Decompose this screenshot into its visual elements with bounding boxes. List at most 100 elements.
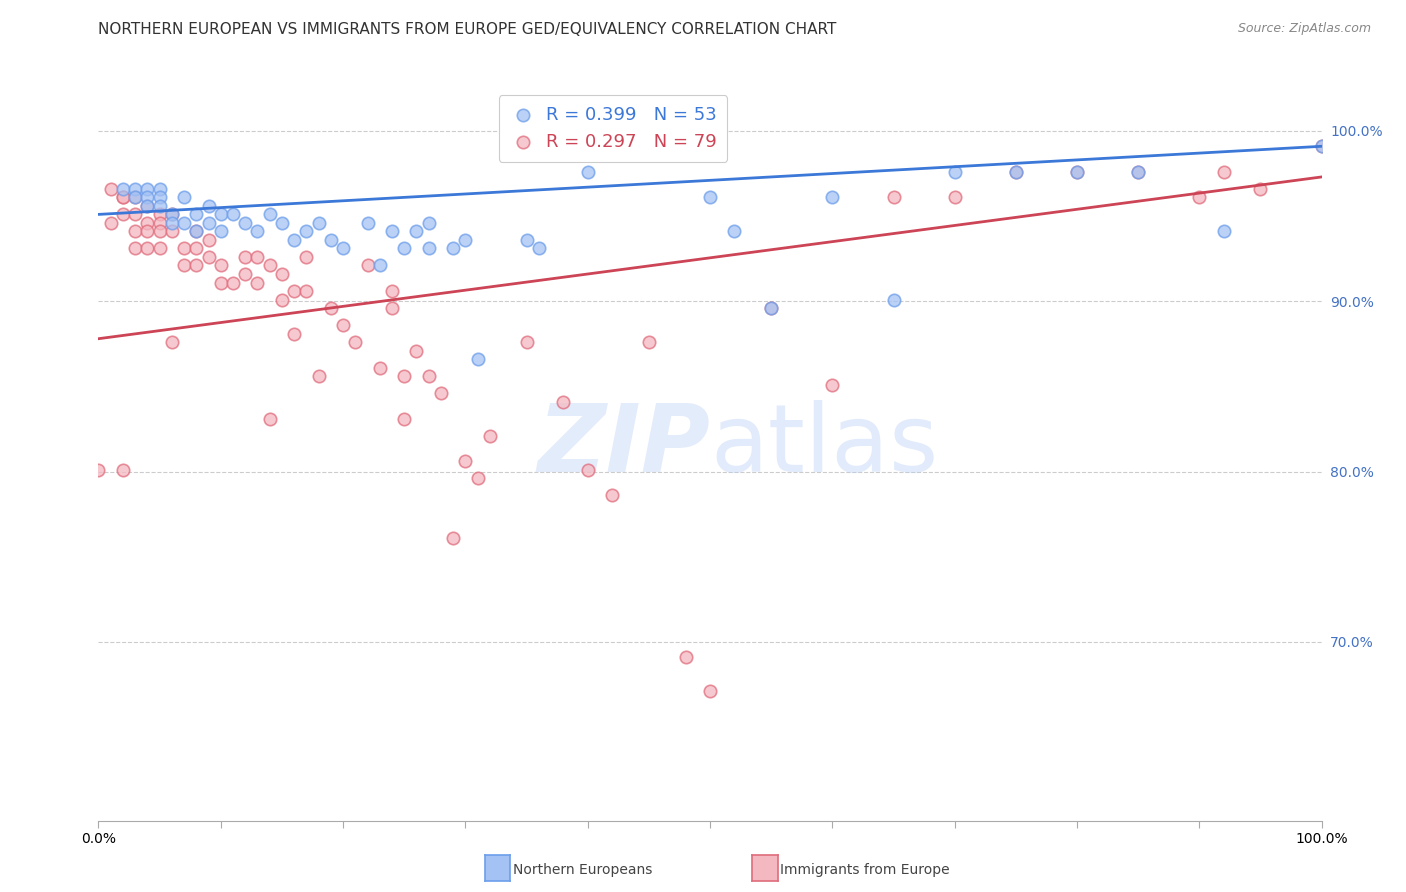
Point (149, 242, 172, 256)
Point (883, 190, 905, 204)
Point (136, 199, 159, 213)
Point (124, 242, 146, 256)
Point (186, 224, 208, 238)
Point (332, 242, 354, 256)
Point (233, 216, 256, 230)
Point (441, 531, 464, 545)
Point (356, 259, 378, 273)
Point (100, 216, 122, 230)
Point (761, 301, 783, 315)
Point (392, 242, 416, 256)
Point (600, 488, 623, 502)
Point (209, 259, 232, 273)
Point (638, 335, 661, 350)
Point (209, 224, 232, 238)
Point (308, 216, 330, 230)
Point (392, 369, 416, 384)
Point (124, 190, 146, 204)
Point (197, 233, 219, 247)
Point (1249, 182, 1271, 196)
Point (124, 224, 146, 238)
Point (149, 216, 172, 230)
Point (136, 216, 159, 230)
Point (87, 463, 110, 477)
Point (699, 190, 721, 204)
Point (761, 301, 783, 315)
Point (381, 301, 404, 315)
Point (197, 216, 219, 230)
Point (136, 190, 159, 204)
Point (149, 199, 172, 213)
Point (149, 207, 172, 221)
Text: NORTHERN EUROPEAN VS IMMIGRANTS FROM EUROPE GED/EQUIVALENCY CORRELATION CHART: NORTHERN EUROPEAN VS IMMIGRANTS FROM EUR… (98, 22, 837, 37)
Point (1128, 165, 1150, 179)
Text: ZIP: ZIP (537, 400, 710, 492)
Point (136, 242, 159, 256)
Point (454, 454, 477, 468)
Point (233, 250, 256, 264)
Text: Northern Europeans: Northern Europeans (513, 863, 652, 877)
Point (332, 318, 354, 332)
Point (418, 369, 440, 384)
Point (1066, 165, 1088, 179)
Point (1066, 165, 1088, 179)
Point (821, 190, 844, 204)
Point (467, 352, 489, 367)
Point (1004, 165, 1026, 179)
Point (368, 360, 391, 375)
Point (295, 250, 318, 264)
Point (723, 224, 745, 238)
Point (259, 207, 281, 221)
Point (283, 284, 305, 298)
Point (160, 207, 183, 221)
Point (160, 216, 183, 230)
Point (136, 182, 159, 196)
Point (1310, 139, 1333, 153)
Point (576, 165, 599, 179)
Point (124, 207, 146, 221)
Point (149, 182, 172, 196)
Point (405, 343, 427, 358)
Point (111, 182, 134, 196)
Point (883, 293, 905, 307)
Point (381, 284, 404, 298)
Point (441, 242, 464, 256)
Point (553, 394, 575, 409)
Point (1310, 139, 1333, 153)
Point (478, 429, 501, 443)
Point (392, 411, 416, 425)
Point (160, 207, 183, 221)
Point (233, 267, 256, 281)
Point (699, 684, 721, 698)
Point (821, 377, 844, 392)
Point (295, 284, 318, 298)
Point (149, 224, 172, 238)
Point (246, 224, 269, 238)
Point (100, 182, 122, 196)
Point (186, 259, 208, 273)
Point (295, 224, 318, 238)
Point (675, 650, 697, 665)
Point (308, 369, 330, 384)
Point (430, 386, 453, 401)
Point (467, 471, 489, 485)
Point (209, 207, 232, 221)
Point (186, 242, 208, 256)
Point (576, 463, 599, 477)
Text: Source: ZipAtlas.com: Source: ZipAtlas.com (1237, 22, 1371, 36)
Point (124, 190, 146, 204)
Point (1128, 165, 1150, 179)
Point (173, 259, 195, 273)
Point (173, 190, 195, 204)
Point (454, 233, 477, 247)
Point (943, 165, 966, 179)
Point (283, 233, 305, 247)
Point (259, 411, 281, 425)
Point (111, 190, 134, 204)
Point (149, 190, 172, 204)
Point (283, 326, 305, 341)
Point (527, 242, 550, 256)
Point (111, 190, 134, 204)
Point (943, 190, 966, 204)
Point (173, 242, 195, 256)
